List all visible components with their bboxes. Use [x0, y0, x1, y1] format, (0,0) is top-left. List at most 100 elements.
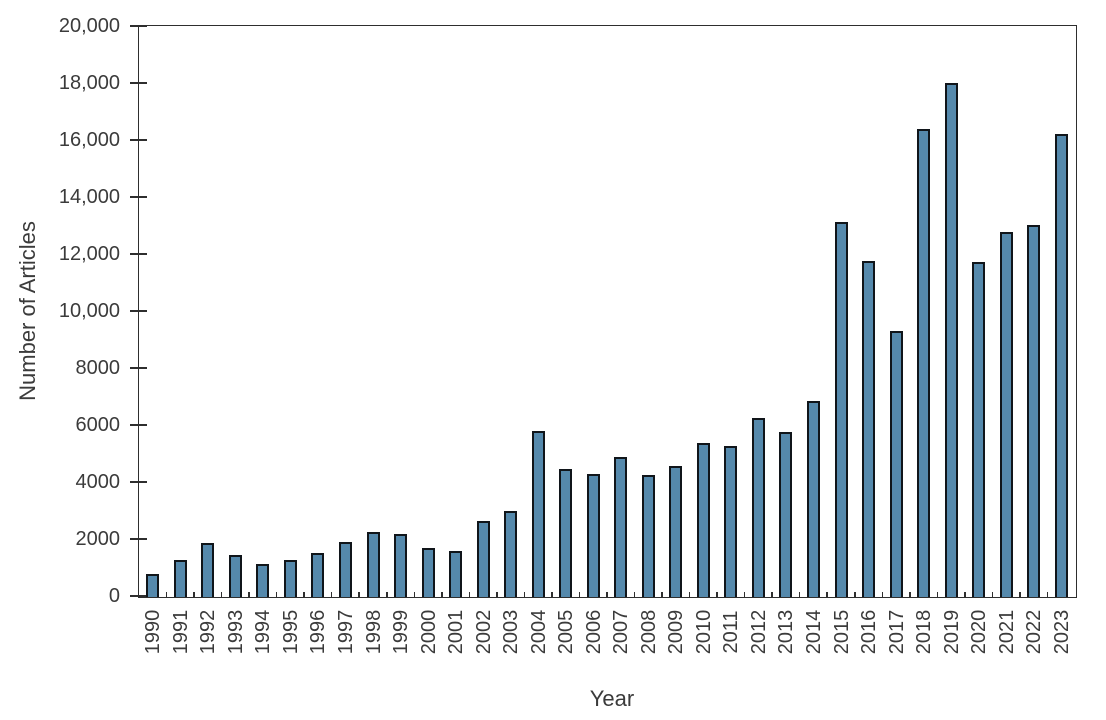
- x-tick-label: 1994: [252, 609, 275, 655]
- x-tick-label: 1993: [224, 609, 247, 655]
- x-tick-label: 2020: [968, 609, 991, 655]
- x-tick-label: 2011: [720, 610, 743, 654]
- x-tick-label: 2022: [1023, 609, 1046, 655]
- x-tick-label: 2018: [913, 609, 936, 655]
- bar-2022: [1027, 224, 1041, 597]
- x-axis-tick: [1019, 592, 1021, 597]
- x-axis-tick: [220, 592, 223, 597]
- x-tick-label: 2003: [500, 609, 523, 655]
- y-tick-label: 0: [108, 585, 120, 607]
- x-tick-label: 2019: [940, 609, 963, 655]
- bar-1994: [256, 563, 270, 597]
- x-axis-tick: [771, 592, 773, 597]
- bar-1990: [146, 574, 160, 597]
- bar-2007: [614, 456, 628, 597]
- x-tick-label: 2006: [582, 609, 605, 655]
- bar-2002: [476, 521, 490, 597]
- x-tick-label: 2013: [775, 609, 798, 655]
- y-axis-tick: [130, 139, 147, 141]
- x-tick-label: 1991: [169, 609, 192, 655]
- x-axis-tick: [578, 592, 581, 597]
- x-tick-label: 2016: [858, 609, 881, 655]
- x-axis-tick: [606, 592, 608, 597]
- y-tick-label: 4000: [75, 471, 121, 493]
- x-tick-label: 1997: [334, 609, 357, 655]
- x-axis-tick: [523, 592, 526, 597]
- bar-2016: [862, 260, 876, 597]
- x-axis-tick: [551, 592, 553, 597]
- bar-2020: [972, 261, 986, 597]
- x-axis-tick: [496, 592, 498, 597]
- x-tick-label: 2008: [637, 609, 660, 655]
- x-tick-label: 2007: [610, 609, 633, 655]
- y-tick-label: 8000: [75, 357, 121, 379]
- x-axis-tick: [881, 592, 884, 597]
- y-axis-tick: [130, 82, 147, 84]
- x-tick-label: 2012: [747, 609, 770, 655]
- x-axis-tick: [165, 592, 168, 597]
- bar-2009: [669, 465, 683, 597]
- x-axis-tick: [909, 592, 911, 597]
- x-axis-tick: [1046, 592, 1049, 597]
- x-axis-tick: [441, 592, 443, 597]
- bars-layer: [139, 26, 1076, 597]
- y-tick-label: 20,000: [58, 15, 120, 37]
- y-axis-tick: [130, 310, 147, 312]
- x-tick-label: 2015: [830, 609, 853, 655]
- bar-2006: [586, 474, 600, 597]
- bar-2018: [917, 129, 931, 597]
- x-tick-label: 2021: [995, 609, 1018, 655]
- x-tick-label: 1992: [197, 609, 220, 655]
- bar-1998: [366, 532, 380, 597]
- bar-2005: [559, 469, 573, 597]
- x-tick-label: 1998: [362, 609, 385, 655]
- x-axis-tick: [716, 592, 718, 597]
- y-tick-label: 14,000: [58, 186, 120, 208]
- x-axis-tick: [661, 592, 663, 597]
- bar-2012: [751, 417, 765, 597]
- bar-2008: [641, 475, 655, 597]
- x-axis-title: Year: [589, 686, 635, 711]
- y-tick-label: 10,000: [58, 300, 120, 322]
- bar-2019: [944, 83, 958, 597]
- x-tick-label: 2001: [445, 609, 468, 655]
- ticks-layer: [130, 25, 1076, 597]
- bar-1996: [311, 552, 325, 597]
- x-tick-label: 2017: [885, 609, 908, 655]
- x-axis-tick: [330, 592, 333, 597]
- x-axis-tick: [964, 592, 966, 597]
- x-axis-tick: [743, 592, 746, 597]
- bar-1993: [228, 555, 242, 597]
- x-tick-label: 2000: [417, 609, 440, 655]
- x-tick-label: 1999: [390, 609, 413, 655]
- x-axis-tick: [688, 592, 691, 597]
- y-axis-tick: [130, 253, 147, 255]
- x-tick-label: 2002: [472, 609, 495, 655]
- y-tick-label: 2000: [75, 528, 121, 550]
- x-axis-tick: [798, 592, 801, 597]
- x-axis-tick: [303, 592, 305, 597]
- y-tick-label: 12,000: [58, 243, 120, 265]
- bar-1991: [173, 559, 187, 597]
- bar-2014: [806, 400, 820, 597]
- y-axis-tick: [130, 196, 147, 198]
- bar-1992: [201, 542, 215, 597]
- bar-2010: [696, 442, 710, 597]
- y-axis-tick: [130, 367, 147, 369]
- bar-2011: [724, 445, 738, 597]
- x-tick-label: 2023: [1050, 609, 1073, 655]
- x-tick-label: 1996: [307, 609, 330, 655]
- bar-2003: [504, 511, 518, 597]
- bar-1999: [394, 534, 408, 597]
- x-tick-label: 2009: [665, 609, 688, 655]
- x-tick-label: 1995: [279, 609, 302, 655]
- x-tick-label: 2004: [527, 609, 550, 655]
- bar-2021: [999, 231, 1013, 597]
- x-tick-label: 2010: [692, 609, 715, 655]
- x-axis-tick: [386, 592, 388, 597]
- x-tick-label: 1990: [142, 609, 165, 655]
- y-tick-label: 16,000: [58, 129, 120, 151]
- y-tick-label: 6000: [75, 414, 121, 436]
